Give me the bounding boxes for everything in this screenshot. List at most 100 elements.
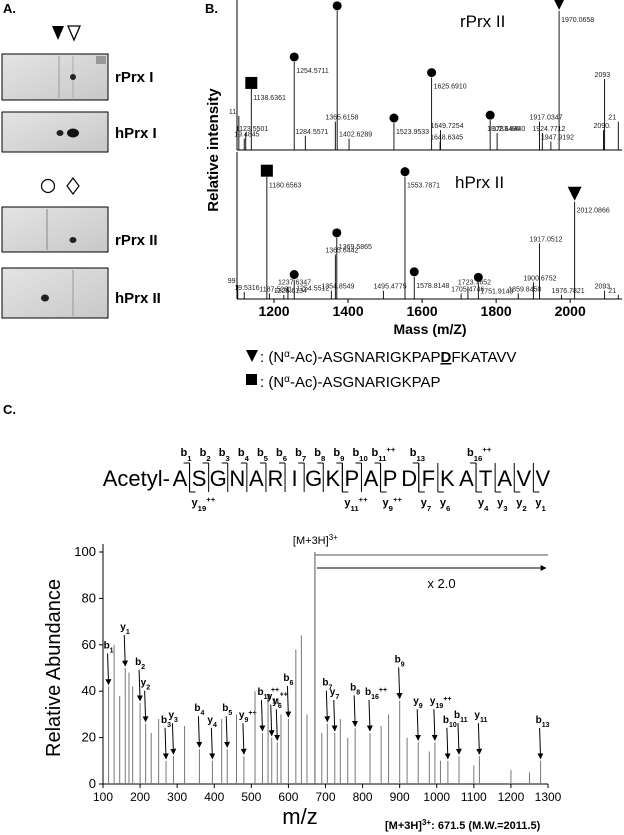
ion-index: 16 xyxy=(474,454,483,463)
x-tick-label: 2000 xyxy=(555,303,586,319)
x-tick-label: 600 xyxy=(278,790,298,804)
ion-label: y4 xyxy=(207,715,217,729)
ion-index: 11 xyxy=(460,717,468,724)
ion-arrow xyxy=(259,699,266,732)
y-tick-label: 100 xyxy=(74,544,96,559)
peak-label: 1187.5281 xyxy=(259,286,292,293)
x-tick-label: 500 xyxy=(241,790,261,804)
ion-index: 9 xyxy=(340,454,344,463)
ion-label: b16++ xyxy=(467,445,492,463)
peak-marker xyxy=(427,68,437,78)
x-axis-title: Mass (m/Z) xyxy=(393,321,466,337)
ion-name: b xyxy=(200,447,207,459)
x-tick-label: 1000 xyxy=(423,790,450,804)
ion-arrow xyxy=(268,704,275,737)
ion-index: 4 xyxy=(213,721,217,728)
peak-marker xyxy=(567,186,582,201)
residue: F xyxy=(422,466,435,491)
ion-index: 6 xyxy=(446,504,450,513)
peak-label: 1284.5571 xyxy=(295,129,328,136)
ion-name: b xyxy=(257,687,263,698)
ion-label: y7 xyxy=(330,687,340,701)
residue: G xyxy=(210,466,227,491)
ion-name: y xyxy=(440,497,447,509)
peak-label: 2093. xyxy=(595,284,613,291)
ion-index: 19 xyxy=(198,504,207,513)
ion-arrow xyxy=(142,690,149,723)
ion-label: y4 xyxy=(478,497,489,513)
ion-label: y1 xyxy=(535,497,546,513)
ion-arrow xyxy=(366,699,373,732)
residue: V xyxy=(516,466,531,491)
ion-label: y9 xyxy=(413,696,423,710)
ion-name: y xyxy=(192,497,199,509)
x-tick-label: 1600 xyxy=(407,303,438,319)
ion-index: 11 xyxy=(350,504,359,513)
legend-part: α xyxy=(284,349,290,360)
peak-label: 2012.0866 xyxy=(577,208,610,215)
peak-label: 1751.9143 xyxy=(480,288,513,295)
residue: D xyxy=(401,466,417,491)
ion-index: 9 xyxy=(419,703,423,710)
peak-label: 99 xyxy=(228,278,236,285)
ion-arrow xyxy=(274,709,281,741)
ion-index: 3 xyxy=(174,717,178,724)
ion-arrow xyxy=(105,653,112,686)
x-tick-label: 1300 xyxy=(535,790,562,804)
ion-index: 6 xyxy=(278,703,282,710)
ion-charge: ++ xyxy=(280,691,288,698)
ion-name: y xyxy=(330,687,336,698)
note-part: : 671.5 (M.W.=2011.5) xyxy=(431,820,540,832)
gel-spot xyxy=(56,130,64,136)
ion-index: 19 xyxy=(435,703,443,710)
ion-label: y19++ xyxy=(430,696,452,710)
ion-arrow xyxy=(196,716,203,748)
ion-name: b xyxy=(104,641,110,652)
ion-index: 13 xyxy=(542,721,550,728)
ion-arrow xyxy=(331,699,338,732)
ion-index: 7 xyxy=(427,504,431,513)
ion-index: 9 xyxy=(244,717,248,724)
peak-label: 1523.9533 xyxy=(396,129,429,136)
ion-name: y xyxy=(239,710,245,721)
peptide-prefix: Acetyl- xyxy=(103,466,170,491)
ion-arrow xyxy=(324,690,331,723)
ion-index: 9 xyxy=(389,504,393,513)
peak-label: 1578.8148 xyxy=(416,283,449,290)
ion-index: 1 xyxy=(187,454,192,463)
peak-marker xyxy=(332,1,342,11)
ion-label: b3 xyxy=(219,447,230,463)
peak-label: 1495.4775 xyxy=(373,284,406,291)
ion-name: b xyxy=(372,447,379,459)
legend-part: FKATAVV xyxy=(451,349,516,366)
ion-arrow xyxy=(285,686,292,718)
ion-label: b2 xyxy=(200,447,211,463)
ion-label: y11 xyxy=(474,710,487,724)
ion-label: b9 xyxy=(395,654,405,668)
peak-label: 2090. xyxy=(593,123,611,130)
ion-name: b xyxy=(454,710,460,721)
x-tick-label: 900 xyxy=(390,790,410,804)
gel-spot xyxy=(67,128,79,138)
legend-text: : (Nα-Ac)-ASGNARIGKPAP xyxy=(260,374,441,392)
ion-index: 2 xyxy=(522,504,526,513)
ion-index: 7 xyxy=(335,693,339,700)
ion-name: y xyxy=(344,497,351,509)
ion-arrow xyxy=(476,723,483,755)
ion-index: 2 xyxy=(206,454,210,463)
gel-corner xyxy=(96,56,106,64)
ion-arrow xyxy=(396,667,403,700)
residue: A xyxy=(364,466,379,491)
ion-name: y xyxy=(207,715,213,726)
ion-name: b xyxy=(333,447,340,459)
legend-part: -Ac)-ASGNARIGKPAP xyxy=(290,349,441,366)
residue: V xyxy=(536,466,551,491)
note-part: [M+3H] xyxy=(385,820,422,832)
ion-name: b xyxy=(410,447,417,459)
ion-name: y xyxy=(267,692,273,703)
ion-name: b xyxy=(295,447,302,459)
y-axis-title: Relative intensity xyxy=(205,88,222,212)
ion-label: b5 xyxy=(257,447,269,463)
ion-arrow xyxy=(136,669,143,702)
